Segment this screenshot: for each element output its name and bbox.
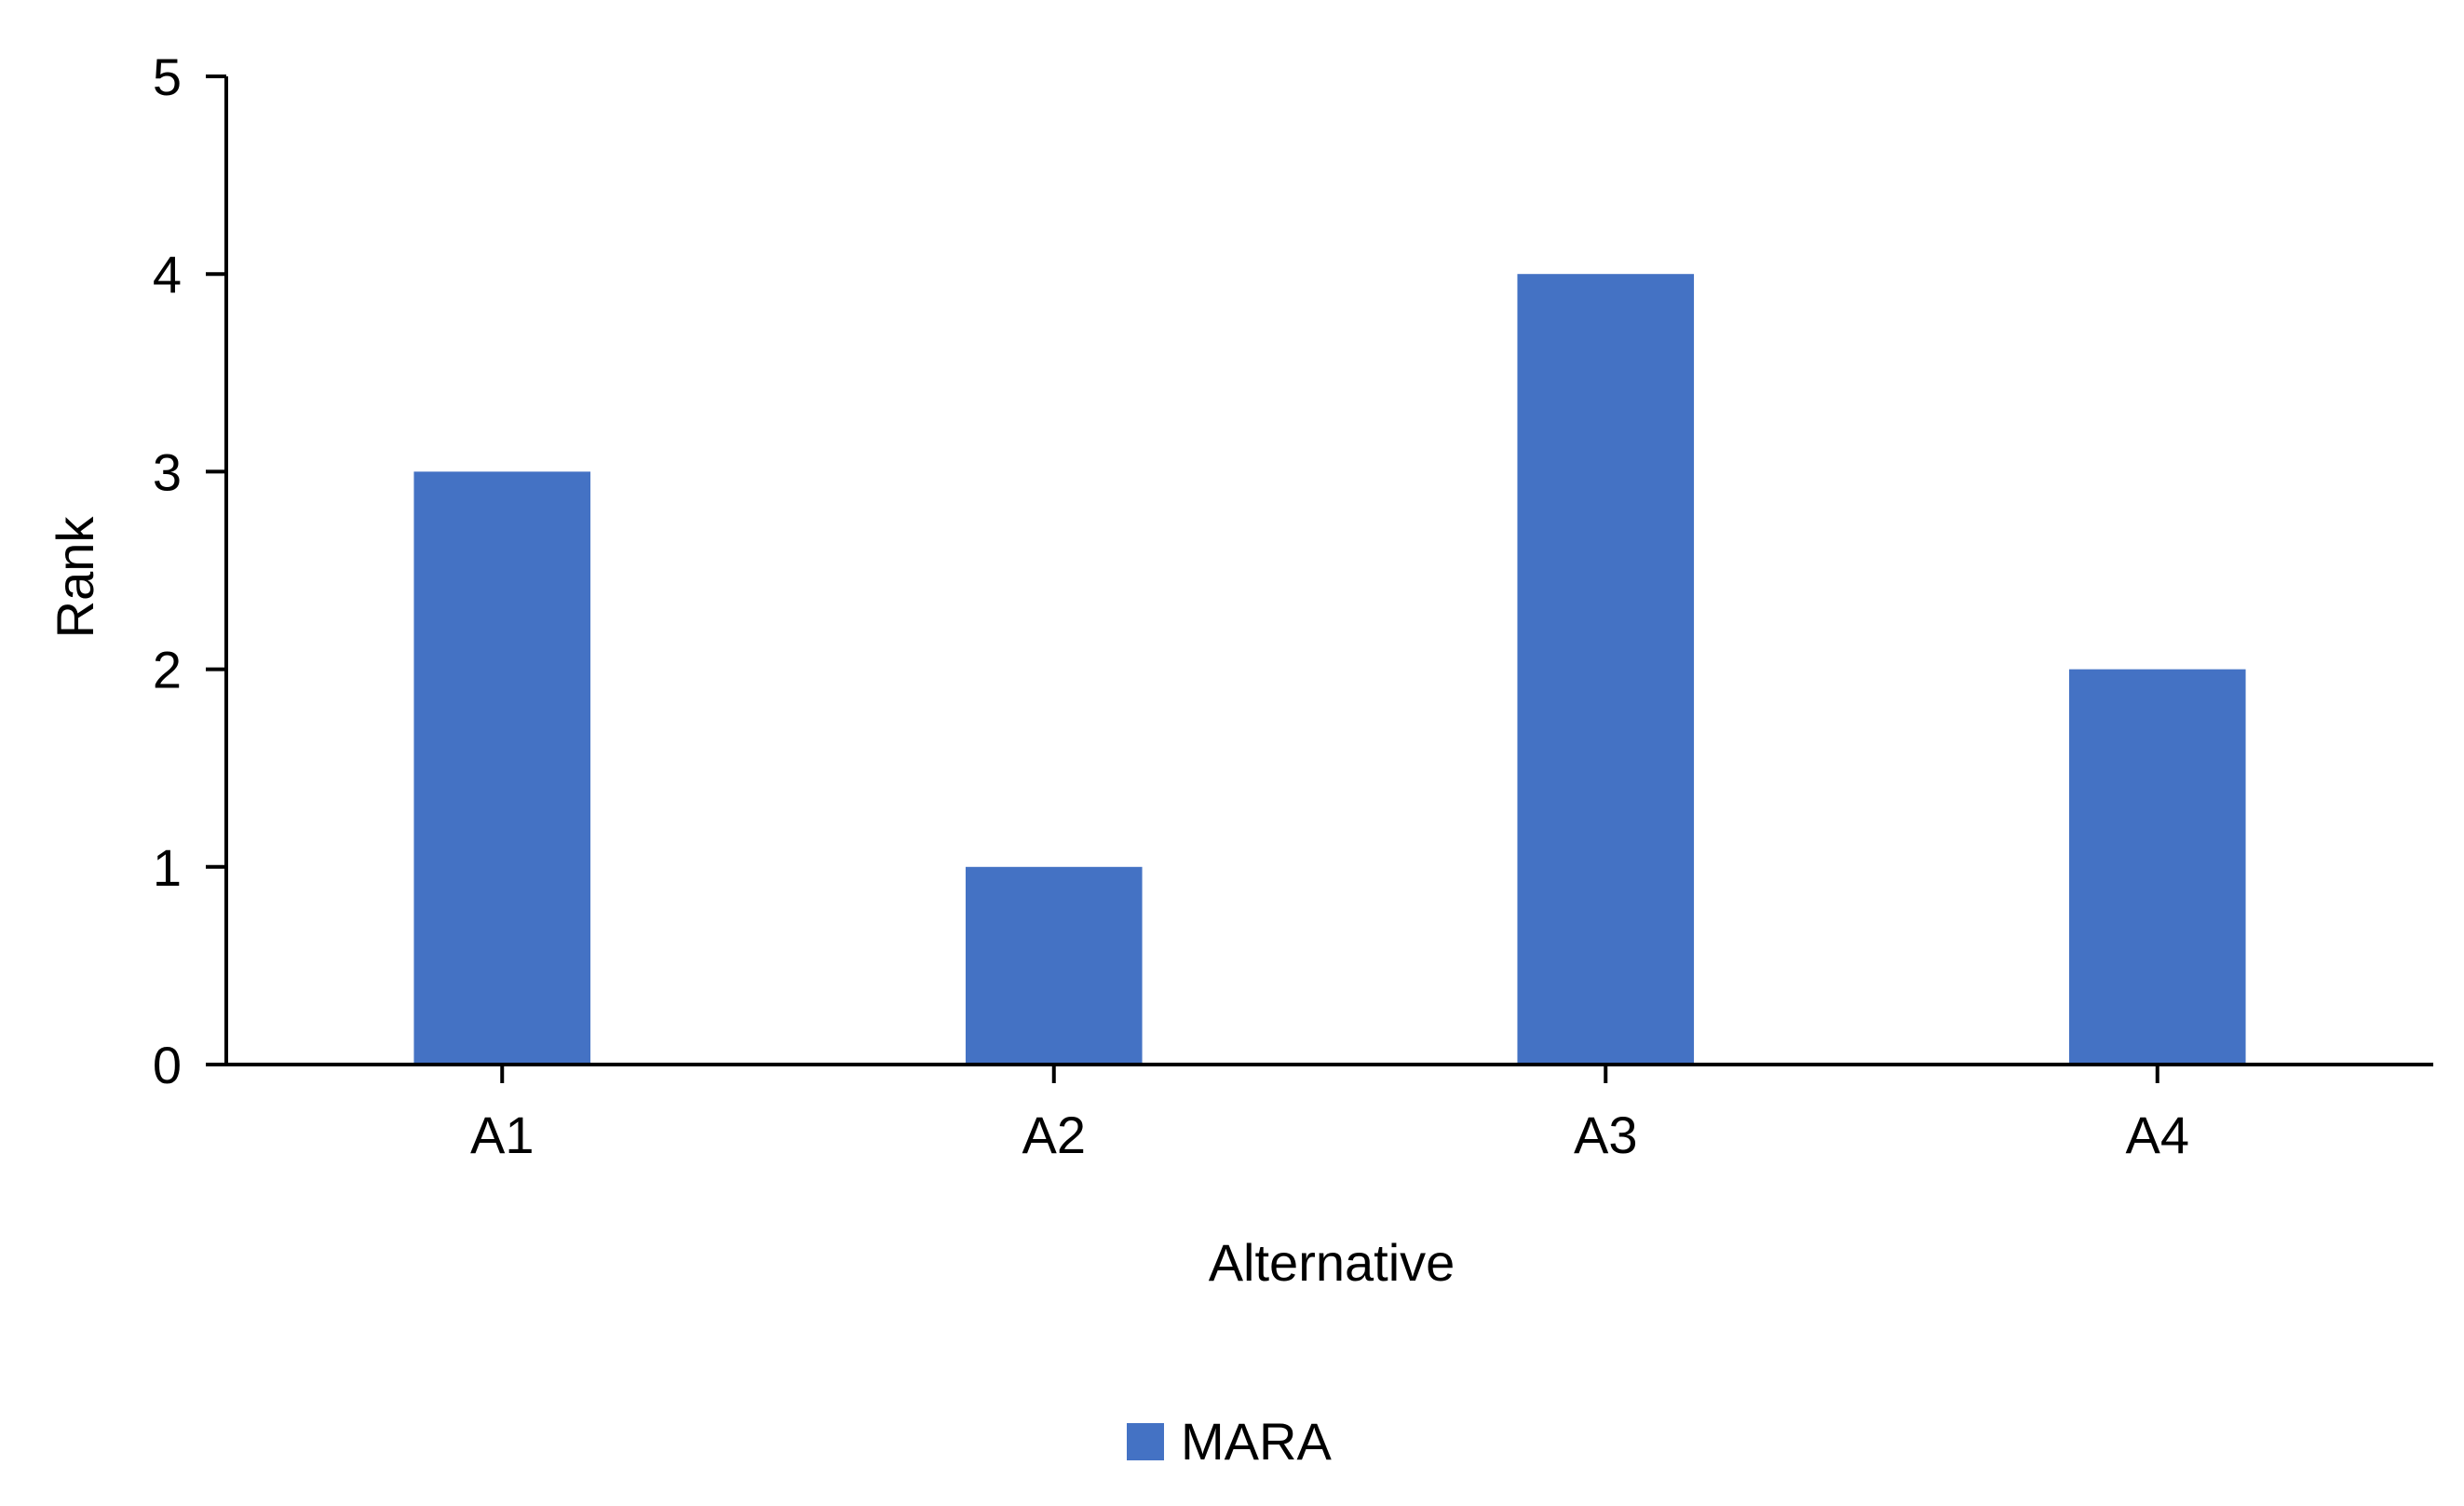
- bar-a3: [1517, 274, 1695, 1065]
- legend-swatch-mara: [1127, 1423, 1164, 1460]
- y-tick-label: 3: [153, 442, 182, 501]
- x-axis-title: Alternative: [1209, 1233, 1455, 1292]
- y-tick-label: 4: [153, 245, 182, 304]
- x-tick-label: A4: [2126, 1106, 2190, 1164]
- y-tick-label: 1: [153, 838, 182, 897]
- y-tick-label: 5: [153, 47, 182, 106]
- bar-a1: [413, 471, 591, 1065]
- axes-layer: [224, 76, 2433, 1066]
- bar-a2: [965, 866, 1143, 1065]
- y-tick-label: 2: [153, 641, 182, 699]
- x-ticks: A1 A2 A3 A4: [470, 1065, 2189, 1164]
- bars-layer: [413, 274, 2246, 1065]
- bar-a4: [2068, 669, 2246, 1065]
- y-ticks: 0 1 2 3 4 5: [153, 47, 226, 1094]
- legend: MARA: [1127, 1412, 1332, 1471]
- x-tick-label: A2: [1022, 1106, 1087, 1164]
- y-tick-label: 0: [153, 1036, 182, 1094]
- x-tick-label: A1: [470, 1106, 535, 1164]
- x-tick-label: A3: [1574, 1106, 1638, 1164]
- legend-label-mara: MARA: [1181, 1412, 1332, 1471]
- y-axis-title: Rank: [46, 516, 104, 639]
